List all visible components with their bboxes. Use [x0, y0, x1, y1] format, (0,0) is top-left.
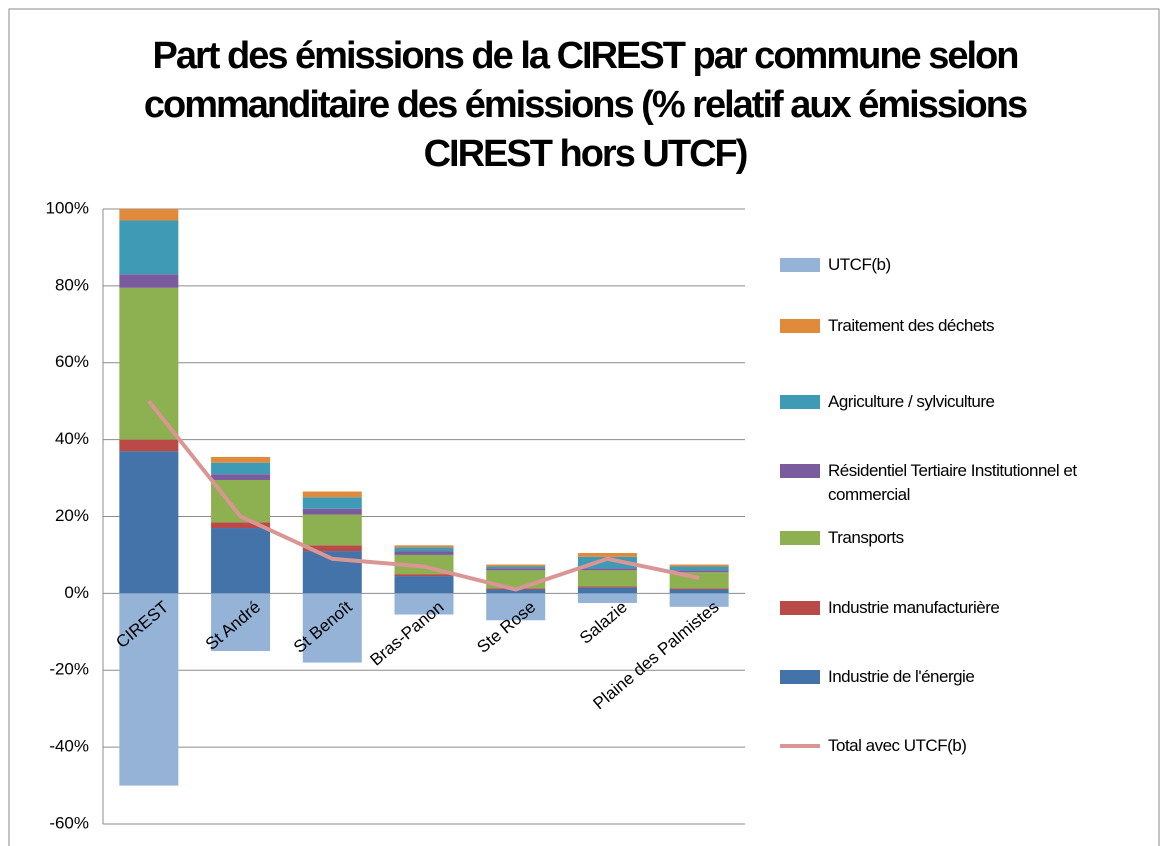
- y-tick-label: 60%: [55, 352, 89, 371]
- bar-segment: [119, 287, 179, 440]
- bar-segment: [394, 593, 454, 615]
- bar-segment: [577, 556, 637, 569]
- bar-segment: [211, 593, 271, 652]
- bar-segment: [119, 451, 179, 594]
- legend-item: Agriculture / sylviculture: [780, 390, 1150, 414]
- legend-label: Résidentiel Tertiaire Institutionnel et …: [828, 461, 1077, 504]
- legend-swatch: [780, 670, 820, 684]
- legend-label: Agriculture / sylviculture: [828, 392, 995, 411]
- legend-label: UTCF(b): [828, 255, 891, 274]
- legend-label: Industrie manufacturière: [828, 598, 1000, 617]
- legend-item: Total avec UTCF(b): [780, 734, 1150, 758]
- bar-segment: [302, 514, 362, 546]
- legend-item: UTCF(b): [780, 253, 1150, 277]
- y-tick-label: 80%: [55, 275, 89, 294]
- bar-segment: [119, 220, 179, 275]
- legend-swatch: [780, 464, 820, 478]
- bar-segment: [302, 545, 362, 552]
- y-tick-label: 20%: [55, 506, 89, 525]
- bar-segment: [302, 491, 362, 498]
- y-tick-label: -60%: [49, 813, 89, 832]
- legend-swatch: [780, 744, 820, 748]
- legend-label: Traitement des déchets: [828, 316, 995, 335]
- legend-label: Industrie de l'énergie: [828, 667, 975, 686]
- bar-segment: [119, 209, 179, 221]
- legend-label: Transports: [828, 528, 904, 547]
- bar-segment: [577, 587, 637, 594]
- bar-segment: [302, 593, 362, 663]
- bar-segment: [211, 522, 271, 529]
- legend-item: Traitement des déchets: [780, 314, 1150, 338]
- bar-segment: [394, 551, 454, 555]
- bar-segment: [394, 576, 454, 594]
- legend-item: Transports: [780, 526, 1150, 550]
- bar-segment: [486, 593, 546, 621]
- bar-segment: [394, 545, 454, 548]
- bar-segment: [211, 528, 271, 594]
- bar-segment: [119, 274, 179, 288]
- legend-item: Industrie manufacturière: [780, 596, 1150, 620]
- bar-segment: [669, 589, 729, 594]
- legend-item: Industrie de l'énergie: [780, 665, 1150, 689]
- legend-swatch: [780, 258, 820, 272]
- chart-border: [8, 8, 1160, 846]
- y-tick-label: 0%: [64, 583, 89, 602]
- bar-segment: [669, 588, 729, 590]
- bar-segment: [486, 564, 546, 567]
- legend-swatch: [780, 319, 820, 333]
- y-tick-label: -40%: [49, 737, 89, 756]
- legend-label: Total avec UTCF(b): [828, 736, 967, 755]
- bar-segment: [669, 564, 729, 567]
- bar-segment: [577, 593, 637, 603]
- bar-segment: [577, 568, 637, 571]
- bar-segment: [211, 456, 271, 463]
- bar-segment: [669, 570, 729, 573]
- bar-segment: [302, 508, 362, 515]
- legend-swatch: [780, 395, 820, 409]
- bar-segment: [211, 474, 271, 480]
- bar-segment: [119, 439, 179, 452]
- bar-segment: [302, 497, 362, 509]
- total-line: [147, 399, 700, 592]
- bar-segment: [486, 566, 546, 569]
- y-tick-label: 100%: [46, 198, 89, 217]
- chart-title: Part des émissions de la CIREST par comm…: [143, 35, 1028, 175]
- bar-segment: [577, 553, 637, 557]
- bar-segment: [119, 593, 179, 786]
- legend-swatch: [780, 531, 820, 545]
- bar-segment: [669, 593, 729, 607]
- bar-segment: [486, 568, 546, 571]
- bar-segment: [211, 462, 271, 475]
- bar-segment: [394, 547, 454, 552]
- y-tick-label: -20%: [49, 660, 89, 679]
- x-tick-label: Salazie: [576, 597, 631, 647]
- bar-segment: [577, 586, 637, 588]
- bar-segment: [394, 574, 454, 577]
- y-tick-label: 40%: [55, 429, 89, 448]
- bar-segment: [577, 570, 637, 587]
- legend-swatch: [780, 601, 820, 615]
- bar-segment: [669, 566, 729, 571]
- legend-item: Résidentiel Tertiaire Institutionnel et …: [780, 459, 1150, 507]
